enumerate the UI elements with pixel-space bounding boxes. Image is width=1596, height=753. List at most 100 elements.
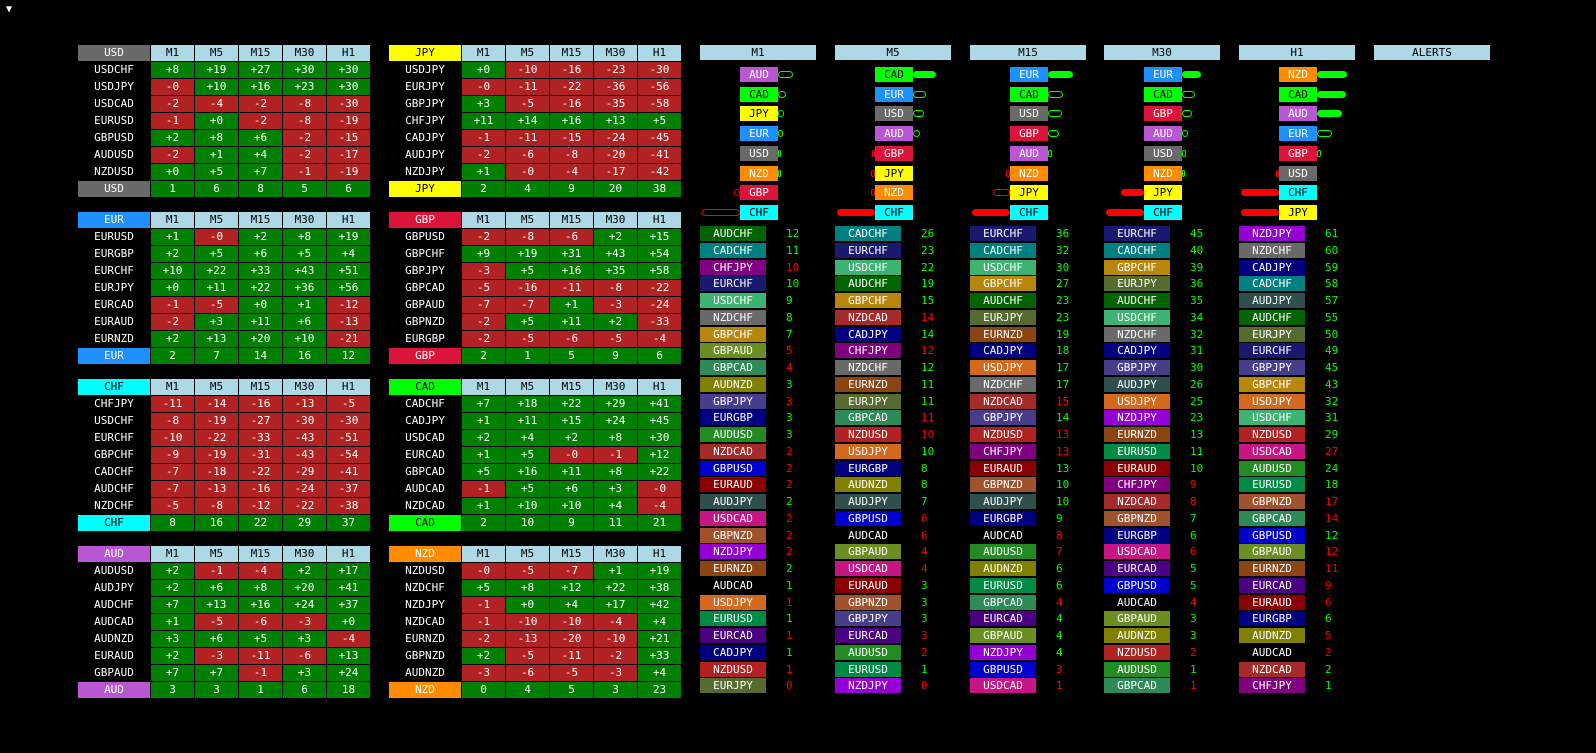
pair-label[interactable]: GBPUSD [405,230,445,243]
pair-chip[interactable]: NZDCHF [1239,242,1305,258]
pair-chip[interactable]: EURNZD [835,376,901,392]
pair-chip[interactable]: GBPAUD [970,628,1036,643]
pair-label[interactable]: EURAUD [94,649,134,662]
currency-chip-cad[interactable]: CAD [1279,86,1317,102]
alerts-header[interactable]: ALERTS [1374,45,1490,60]
currency-chip-jpy[interactable]: JPY [740,106,778,122]
pair-label[interactable]: EURGBP [405,332,445,345]
pair-chip[interactable]: NZDUSD [970,427,1036,442]
pair-chip[interactable]: EURGBP [1104,527,1170,543]
pair-chip[interactable]: USDCHF [1239,410,1305,426]
currency-chip-cad[interactable]: CAD [1144,86,1182,102]
pair-chip[interactable]: CHFJPY [835,343,901,359]
pair-chip[interactable]: GBPNZD [970,477,1036,493]
pair-chip[interactable]: AUDCAD [700,577,766,593]
pair-chip[interactable]: USDJPY [1104,393,1170,409]
pair-label[interactable]: USDCAD [405,431,445,444]
pair-chip[interactable]: USDCHF [1104,309,1170,325]
currency-chip-nzd[interactable]: NZD [1010,165,1048,181]
pair-label[interactable]: AUDUSD [94,564,134,577]
pair-label[interactable]: EURNZD [405,632,445,645]
currency-chip-usd[interactable]: USD [1279,165,1317,181]
pair-chip[interactable]: CADJPY [1104,343,1170,359]
pair-chip[interactable]: EURNZD [1239,561,1305,576]
currency-chip-aud[interactable]: AUD [1144,126,1182,142]
pair-chip[interactable]: GBPCAD [1239,510,1305,526]
pair-chip[interactable]: NZDJPY [1104,410,1170,426]
pair-chip[interactable]: AUDCAD [835,527,901,543]
pair-chip[interactable]: EURCAD [970,611,1036,627]
pair-label[interactable]: GBPNZD [405,649,445,662]
pair-chip[interactable]: EURAUD [1239,594,1305,610]
pair-label[interactable]: EURNZD [94,332,134,345]
pair-chip[interactable]: AUDNZD [1104,628,1170,643]
pair-label[interactable]: GBPCHF [94,448,134,461]
currency-chip-jpy[interactable]: JPY [1279,204,1317,220]
pair-chip[interactable]: NZDCAD [970,393,1036,409]
currency-label[interactable]: USD [78,45,150,61]
pair-chip[interactable]: GBPUSD [1104,577,1170,593]
pair-chip[interactable]: AUDNZD [700,376,766,392]
pair-chip[interactable]: EURCHF [1239,343,1305,359]
pair-chip[interactable]: AUDCAD [1239,644,1305,660]
pair-chip[interactable]: NZDUSD [700,661,766,677]
pair-label[interactable]: EURCHF [94,264,134,277]
pair-label[interactable]: EURAUD [94,315,134,328]
pair-chip[interactable]: EURGBP [970,510,1036,526]
pair-chip[interactable]: NZDCHF [970,376,1036,392]
pair-chip[interactable]: EURUSD [835,661,901,677]
pair-chip[interactable]: GBPNZD [700,527,766,543]
pair-label[interactable]: CADJPY [405,131,445,144]
pair-chip[interactable]: USDJPY [970,360,1036,375]
pair-label[interactable]: GBPCAD [405,465,445,478]
currency-chip-gbp[interactable]: GBP [740,185,778,201]
pair-label[interactable]: NZDCHF [405,581,445,594]
currency-label[interactable]: CAD [389,379,461,395]
currency-chip-gbp[interactable]: GBP [1010,126,1048,142]
currency-label[interactable]: EUR [78,212,150,228]
pair-chip[interactable]: EURNZD [970,326,1036,342]
pair-chip[interactable]: EURUSD [700,611,766,627]
pair-chip[interactable]: GBPNZD [1239,494,1305,509]
pair-label[interactable]: NZDJPY [405,598,445,611]
currency-chip-eur[interactable]: EUR [1010,67,1048,82]
pair-label[interactable]: AUDJPY [405,148,445,161]
currency-chip-jpy[interactable]: JPY [875,165,913,181]
pair-chip[interactable]: AUDJPY [970,494,1036,509]
pair-chip[interactable]: GBPJPY [835,611,901,627]
pair-chip[interactable]: NZDCAD [1239,661,1305,677]
pair-chip[interactable]: AUDUSD [970,544,1036,560]
pair-chip[interactable]: NZDJPY [970,644,1036,660]
currency-chip-chf[interactable]: CHF [1010,204,1048,220]
pair-chip[interactable]: GBPAUD [1239,544,1305,560]
pair-label[interactable]: GBPJPY [405,97,445,110]
pair-chip[interactable]: EURCAD [835,628,901,643]
pair-label[interactable]: CHFJPY [94,397,134,410]
pair-chip[interactable]: GBPNZD [1104,510,1170,526]
pair-label[interactable]: EURCHF [94,431,134,444]
pair-label[interactable]: EURJPY [94,281,134,294]
pair-label[interactable]: EURCAD [405,448,445,461]
pair-chip[interactable]: AUDJPY [1104,376,1170,392]
pair-chip[interactable]: GBPCHF [835,293,901,308]
currency-chip-usd[interactable]: USD [1010,106,1048,122]
pair-label[interactable]: NZDUSD [405,564,445,577]
currency-chip-eur[interactable]: EUR [740,126,778,142]
pair-chip[interactable]: AUDCHF [1104,293,1170,308]
currency-chip-aud[interactable]: AUD [740,67,778,82]
pair-label[interactable]: EURUSD [94,230,134,243]
pair-chip[interactable]: USDCAD [1239,443,1305,459]
pair-chip[interactable]: USDCAD [835,561,901,576]
pair-chip[interactable]: CADJPY [700,644,766,660]
pair-label[interactable]: GBPJPY [405,264,445,277]
pair-chip[interactable]: CHFJPY [1104,477,1170,493]
pair-label[interactable]: AUDNZD [405,666,445,679]
pair-label[interactable]: GBPAUD [405,298,445,311]
pair-label[interactable]: CADJPY [405,414,445,427]
currency-chip-aud[interactable]: AUD [1010,145,1048,161]
pair-chip[interactable]: EURCHF [700,276,766,292]
pair-chip[interactable]: EURAUD [970,460,1036,476]
pair-chip[interactable]: CHFJPY [1239,678,1305,694]
pair-chip[interactable]: AUDCHF [835,276,901,292]
pair-label[interactable]: AUDNZD [94,632,134,645]
